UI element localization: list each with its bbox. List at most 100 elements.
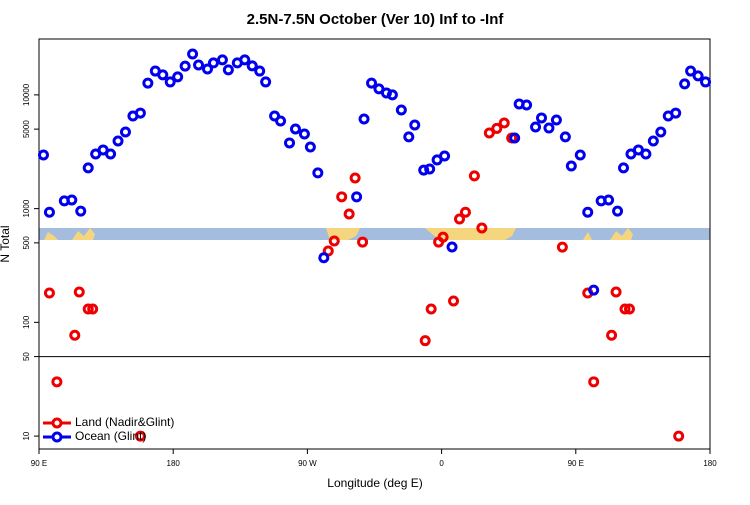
chart-title: 2.5N-7.5N October (Ver 10) Inf to -Inf bbox=[247, 11, 505, 28]
point bbox=[395, 104, 407, 116]
point bbox=[239, 54, 251, 66]
point bbox=[498, 117, 510, 129]
point bbox=[679, 78, 691, 90]
point bbox=[112, 135, 124, 147]
point bbox=[75, 205, 87, 217]
point bbox=[582, 206, 594, 218]
point bbox=[43, 287, 55, 299]
point bbox=[157, 69, 169, 81]
point bbox=[298, 128, 310, 140]
point bbox=[66, 194, 78, 206]
point bbox=[468, 170, 480, 182]
point bbox=[618, 162, 630, 174]
point bbox=[419, 335, 431, 347]
x-tick-label: 180 bbox=[703, 459, 717, 468]
point bbox=[254, 65, 266, 77]
x-tick-label: 0 bbox=[439, 459, 444, 468]
point bbox=[318, 252, 330, 264]
point bbox=[556, 241, 568, 253]
x-tick-label: 90 E bbox=[31, 459, 47, 468]
point bbox=[536, 112, 548, 124]
x-axis-label: Longitude (deg E) bbox=[327, 476, 422, 490]
point bbox=[446, 241, 458, 253]
point bbox=[164, 76, 176, 88]
point bbox=[655, 126, 667, 138]
point bbox=[82, 303, 94, 315]
point bbox=[459, 206, 471, 218]
point bbox=[610, 286, 622, 298]
point bbox=[284, 137, 296, 149]
point bbox=[612, 205, 624, 217]
point bbox=[187, 48, 199, 60]
point bbox=[521, 99, 533, 111]
point bbox=[142, 77, 154, 89]
point bbox=[105, 148, 117, 160]
y-tick-label: 50 bbox=[22, 352, 31, 361]
point bbox=[640, 148, 652, 160]
point bbox=[588, 284, 600, 296]
point bbox=[260, 76, 272, 88]
point bbox=[82, 162, 94, 174]
x-tick-label: 90 W bbox=[298, 459, 317, 468]
point bbox=[483, 127, 495, 139]
point bbox=[437, 231, 449, 243]
point bbox=[312, 167, 324, 179]
point bbox=[201, 63, 213, 75]
point bbox=[623, 303, 635, 315]
plot-frame bbox=[38, 38, 711, 450]
point bbox=[619, 303, 631, 315]
point bbox=[289, 123, 301, 135]
y-tick-label: 100 bbox=[22, 315, 31, 329]
point bbox=[606, 329, 618, 341]
point bbox=[559, 131, 571, 143]
point bbox=[246, 60, 258, 72]
point bbox=[670, 107, 682, 119]
y-tick-label: 10000 bbox=[22, 83, 31, 106]
point bbox=[418, 164, 430, 176]
y-axis-label: N Total bbox=[0, 225, 12, 262]
point bbox=[179, 60, 191, 72]
point bbox=[550, 114, 562, 126]
point bbox=[343, 208, 355, 220]
point bbox=[692, 70, 704, 82]
point bbox=[453, 213, 465, 225]
point bbox=[509, 132, 521, 144]
point bbox=[43, 206, 55, 218]
legend-marker bbox=[51, 417, 63, 429]
map-strip bbox=[39, 228, 710, 240]
point bbox=[351, 191, 363, 203]
point bbox=[134, 107, 146, 119]
point bbox=[37, 149, 49, 161]
legend-label: Land (Nadir&Glint) bbox=[75, 415, 174, 429]
point bbox=[358, 113, 370, 125]
point bbox=[119, 126, 131, 138]
point bbox=[87, 303, 99, 315]
point bbox=[357, 236, 369, 248]
point bbox=[439, 150, 451, 162]
y-tick-label: 500 bbox=[22, 236, 31, 250]
point bbox=[275, 115, 287, 127]
point bbox=[349, 172, 361, 184]
x-tick-label: 180 bbox=[167, 459, 181, 468]
point bbox=[172, 71, 184, 83]
point bbox=[700, 76, 712, 88]
point bbox=[425, 303, 437, 315]
point bbox=[530, 121, 542, 133]
point bbox=[328, 235, 340, 247]
y-tick-label: 1000 bbox=[22, 199, 31, 217]
point bbox=[565, 160, 577, 172]
point bbox=[409, 119, 421, 131]
y-tick-label: 5000 bbox=[22, 120, 31, 138]
point bbox=[685, 65, 697, 77]
y-tick-label: 10 bbox=[22, 431, 31, 440]
point bbox=[73, 286, 85, 298]
point bbox=[574, 149, 586, 161]
point bbox=[448, 295, 460, 307]
point bbox=[673, 430, 685, 442]
point bbox=[134, 430, 146, 442]
point bbox=[543, 122, 555, 134]
point bbox=[403, 131, 415, 143]
point bbox=[603, 194, 615, 206]
